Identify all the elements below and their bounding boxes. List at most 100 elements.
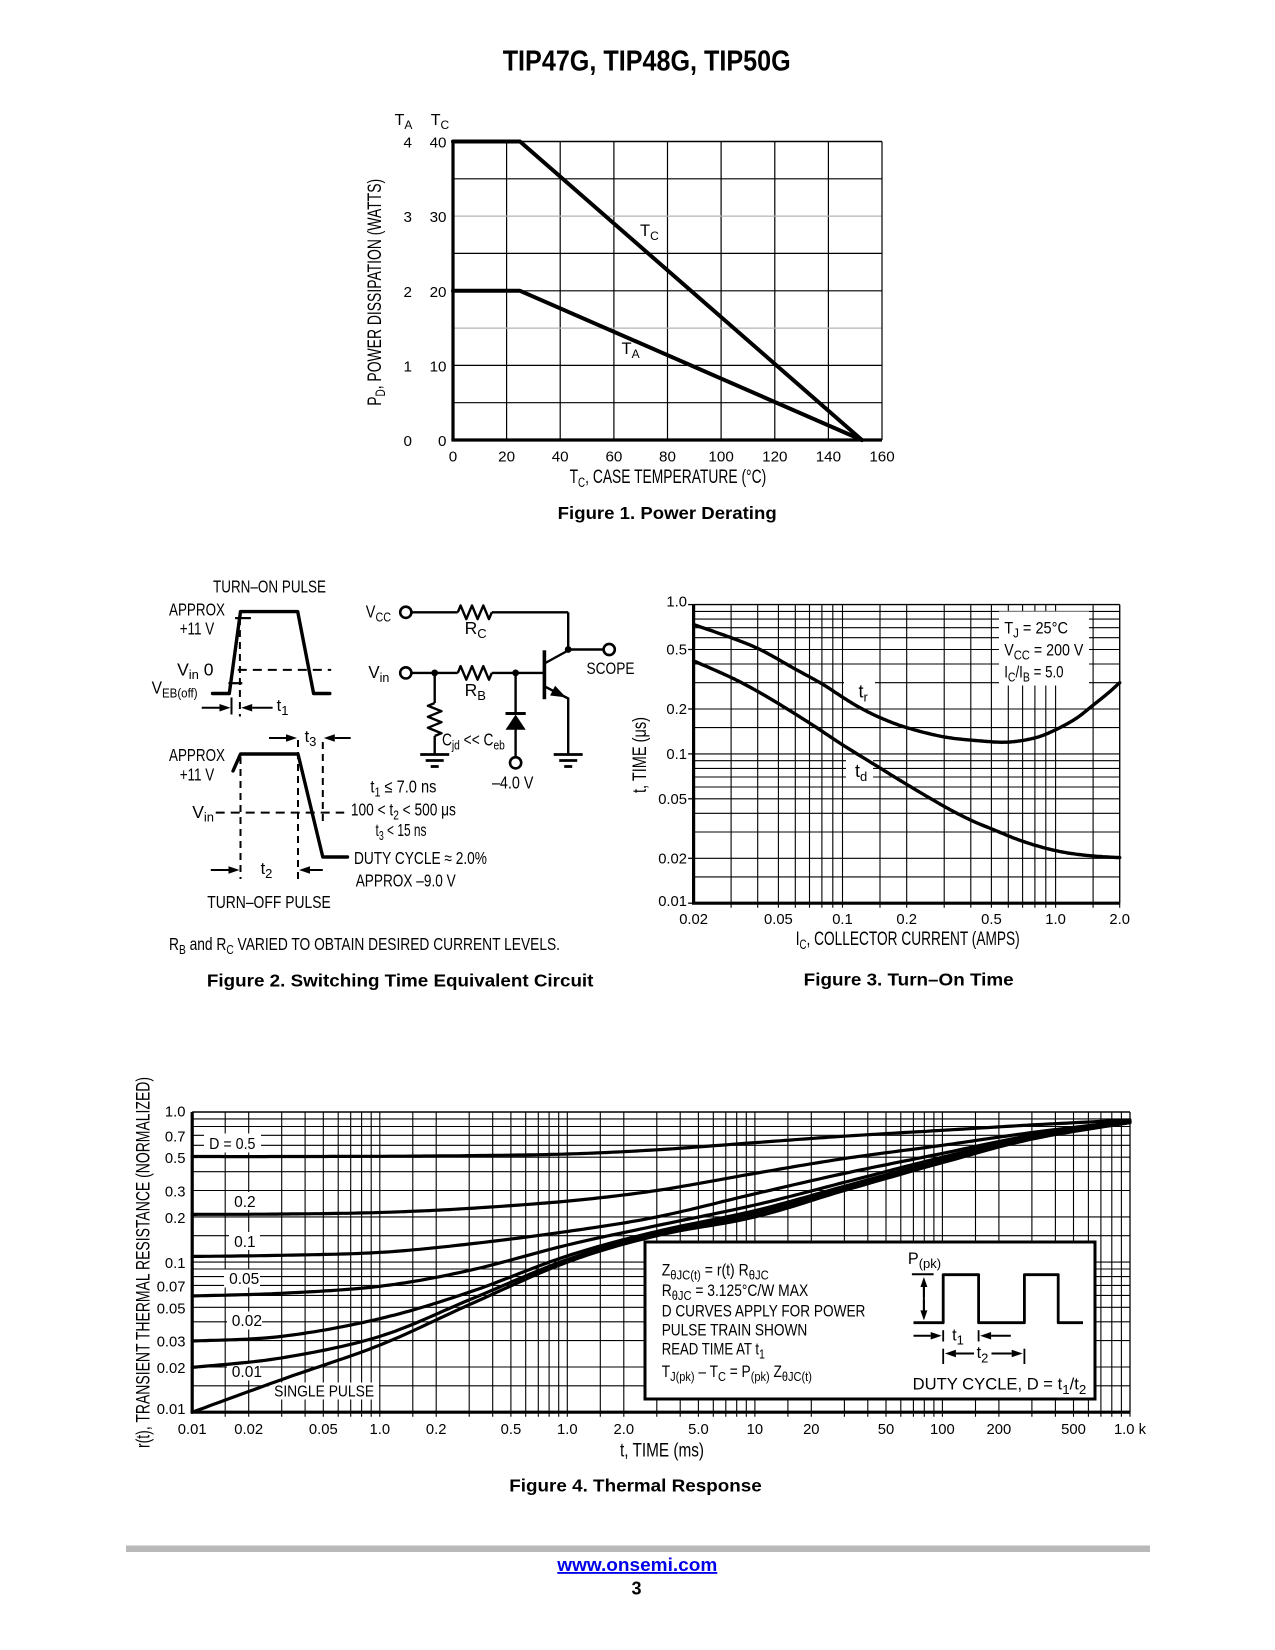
svg-text:RB and RC VARIED TO OBTAIN DES: RB and RC VARIED TO OBTAIN DESIRED CURRE… — [169, 934, 560, 957]
svg-text:+11 V: +11 V — [180, 619, 215, 639]
svg-text:0.02: 0.02 — [157, 1361, 186, 1377]
svg-text:Figure 1. Power Derating: Figure 1. Power Derating — [558, 503, 777, 523]
svg-text:TA: TA — [395, 112, 413, 132]
svg-text:1.0: 1.0 — [370, 1422, 391, 1438]
svg-text:Vin 0: Vin 0 — [177, 659, 214, 682]
svg-text:–4.0 V: –4.0 V — [492, 773, 534, 793]
svg-text:10: 10 — [747, 1422, 763, 1438]
svg-text:40: 40 — [430, 135, 447, 152]
svg-text:D CURVES APPLY FOR POWER: D CURVES APPLY FOR POWER — [662, 1302, 866, 1320]
svg-text:0.03: 0.03 — [157, 1335, 186, 1351]
svg-text:READ TIME AT t1: READ TIME AT t1 — [662, 1341, 765, 1362]
svg-text:100: 100 — [708, 449, 733, 466]
svg-text:0.5: 0.5 — [165, 1151, 186, 1167]
svg-text:0.2: 0.2 — [426, 1422, 447, 1438]
svg-text:TJ = 25°C: TJ = 25°C — [1004, 620, 1068, 641]
svg-text:t2: t2 — [977, 1344, 989, 1365]
svg-text:0.02: 0.02 — [679, 912, 708, 928]
svg-text:0.2: 0.2 — [165, 1211, 186, 1227]
svg-text:TIP47G, TIP48G, TIP50G: TIP47G, TIP48G, TIP50G — [503, 45, 791, 77]
svg-text:t1: t1 — [952, 1327, 964, 1348]
svg-text:120: 120 — [762, 449, 787, 466]
svg-text:1.0: 1.0 — [557, 1422, 578, 1438]
svg-text:20: 20 — [430, 284, 447, 301]
svg-text:0.5: 0.5 — [666, 643, 687, 659]
svg-text:t, TIME (ms): t, TIME (ms) — [620, 1441, 704, 1462]
svg-text:0.2: 0.2 — [666, 702, 687, 718]
svg-text:TURN–OFF PULSE: TURN–OFF PULSE — [207, 892, 331, 912]
svg-text:0: 0 — [449, 449, 457, 466]
svg-text:Figure 4. Thermal Response: Figure 4. Thermal Response — [509, 1476, 762, 1496]
svg-text:0: 0 — [404, 433, 412, 450]
svg-text:140: 140 — [816, 449, 841, 466]
svg-text:TC: TC — [431, 112, 450, 132]
svg-text:100 < t2 < 500 μs: 100 < t2 < 500 μs — [351, 800, 456, 823]
svg-text:5.0: 5.0 — [688, 1422, 709, 1438]
svg-text:10: 10 — [430, 358, 447, 375]
svg-text:0.01: 0.01 — [157, 1402, 186, 1418]
svg-text:0.02: 0.02 — [234, 1422, 263, 1438]
svg-text:0.1: 0.1 — [165, 1256, 186, 1272]
svg-text:0.05: 0.05 — [229, 1271, 259, 1288]
svg-text:t1 ≤ 7.0 ns: t1 ≤ 7.0 ns — [370, 777, 436, 800]
svg-text:SCOPE: SCOPE — [587, 659, 635, 678]
svg-text:0: 0 — [438, 433, 446, 450]
svg-text:0.05: 0.05 — [764, 912, 793, 928]
svg-text:TURN–ON PULSE: TURN–ON PULSE — [213, 577, 326, 597]
svg-text:Figure 3. Turn–On Time: Figure 3. Turn–On Time — [804, 970, 1014, 990]
svg-text:P(pk): P(pk) — [908, 1250, 941, 1271]
svg-text:2.0: 2.0 — [1109, 912, 1130, 928]
svg-text:1.0: 1.0 — [666, 595, 687, 611]
svg-text:0.02: 0.02 — [658, 851, 687, 867]
svg-text:TC: TC — [640, 222, 659, 243]
svg-text:D = 0.5: D = 0.5 — [209, 1136, 255, 1153]
svg-text:IC, COLLECTOR CURRENT (AMPS): IC, COLLECTOR CURRENT (AMPS) — [796, 929, 1020, 952]
svg-text:0.01: 0.01 — [178, 1422, 207, 1438]
svg-text:TC, CASE TEMPERATURE (°C): TC, CASE TEMPERATURE (°C) — [570, 467, 767, 490]
svg-text:t2: t2 — [261, 860, 273, 881]
svg-text:t3 < 15 ns: t3 < 15 ns — [376, 820, 427, 843]
svg-text:30: 30 — [430, 209, 447, 226]
svg-text:RC: RC — [465, 618, 487, 641]
svg-text:2: 2 — [404, 284, 412, 301]
svg-text:0.3: 0.3 — [165, 1185, 186, 1201]
svg-text:60: 60 — [605, 449, 622, 466]
svg-text:+11 V: +11 V — [180, 764, 215, 784]
svg-text:Vin: Vin — [192, 802, 214, 825]
svg-text:DUTY CYCLE, D = t1/t2: DUTY CYCLE, D = t 1/t2 — [913, 1376, 1087, 1397]
svg-text:4: 4 — [404, 135, 412, 152]
svg-text:IC/IB = 5.0: IC/IB = 5.0 — [1004, 664, 1063, 685]
svg-text:VCC: VCC — [366, 602, 391, 625]
svg-text:0.1: 0.1 — [666, 747, 687, 763]
svg-text:1: 1 — [404, 358, 412, 375]
svg-text:0.05: 0.05 — [309, 1422, 338, 1438]
svg-text:tr: tr — [859, 682, 869, 705]
svg-text:0.05: 0.05 — [658, 792, 687, 808]
svg-text:SINGLE PULSE: SINGLE PULSE — [274, 1384, 374, 1401]
svg-text:r(t), TRANSIENT THERMAL RESIST: r(t), TRANSIENT THERMAL RESISTANCE (NORM… — [134, 1077, 155, 1448]
svg-text:1.0: 1.0 — [165, 1105, 186, 1121]
svg-text:RB: RB — [465, 680, 486, 703]
svg-text:t3: t3 — [305, 728, 317, 749]
svg-text:0.01: 0.01 — [232, 1364, 262, 1381]
svg-text:1.0 k: 1.0 k — [1114, 1422, 1147, 1438]
svg-text:20: 20 — [498, 449, 515, 466]
svg-text:TJ(pk) – TC = P(pk) ZθJC(t): TJ(pk) – TC = P(pk) ZθJC(t) — [662, 1363, 812, 1384]
svg-text:0.2: 0.2 — [234, 1194, 256, 1211]
svg-text:200: 200 — [987, 1422, 1012, 1438]
svg-text:0.5: 0.5 — [981, 912, 1002, 928]
svg-text:Cjd << Ceb: Cjd << Ceb — [442, 730, 505, 753]
svg-text:RθJC = 3.125°C/W MAX: RθJC = 3.125°C/W MAX — [662, 1282, 809, 1303]
svg-text:50: 50 — [878, 1422, 894, 1438]
svg-text:Figure 2. Switching Time Equiv: Figure 2. Switching Time Equivalent Circ… — [207, 970, 594, 990]
svg-text:80: 80 — [659, 449, 676, 466]
svg-text:ZθJC(t) = r(t) RθJC: ZθJC(t) = r(t) RθJC — [662, 1262, 769, 1283]
svg-text:Vin: Vin — [368, 662, 389, 685]
svg-text:160: 160 — [869, 449, 894, 466]
svg-text:APPROX: APPROX — [169, 600, 225, 620]
svg-text:DUTY CYCLE ≈ 2.0%: DUTY CYCLE ≈ 2.0% — [354, 848, 487, 868]
svg-text:www.onsemi.com: www.onsemi.com — [556, 1554, 717, 1575]
svg-text:0.01: 0.01 — [658, 894, 687, 910]
svg-text:500: 500 — [1061, 1422, 1086, 1438]
svg-text:APPROX: APPROX — [169, 745, 225, 765]
